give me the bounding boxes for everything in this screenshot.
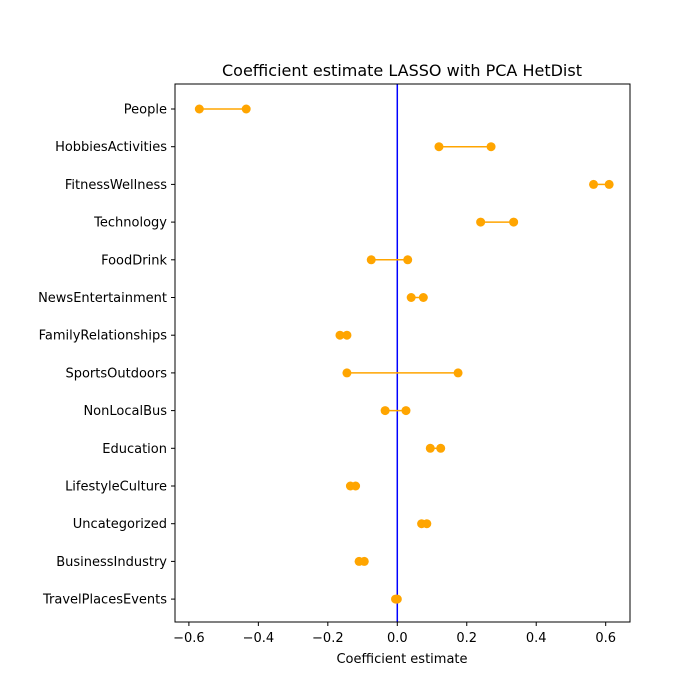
y-tick-label: FoodDrink <box>101 253 167 268</box>
y-tick-label: Technology <box>93 216 167 231</box>
interval-low-point <box>476 217 486 227</box>
interval-low-point <box>589 179 599 189</box>
interval-high-point <box>509 217 519 227</box>
interval-high-point <box>486 142 496 152</box>
interval-high-point <box>436 443 446 453</box>
plot-frame <box>174 83 631 623</box>
y-tick-label: HobbiesActivities <box>55 140 167 155</box>
interval-high-point <box>418 293 428 302</box>
interval-high-point <box>401 406 411 416</box>
y-tick-label: FitnessWellness <box>65 178 167 193</box>
x-axis-ticks: −0.6 −0.4 −0.2 0.0 0.2 0.4 0.6 <box>173 622 616 646</box>
y-tick-label: FamilyRelationships <box>39 329 168 344</box>
interval-low-point <box>434 142 444 152</box>
interval-high-point <box>453 368 463 378</box>
x-tick-label: 0.4 <box>526 631 547 646</box>
plot-area <box>194 84 614 622</box>
interval-high-point <box>359 556 369 566</box>
interval-low-point <box>425 443 435 453</box>
interval-high-point <box>422 519 432 529</box>
x-tick-label: 0.6 <box>595 631 616 646</box>
interval-low-point <box>366 255 376 265</box>
interval-low-point <box>406 293 416 302</box>
x-tick-label: 0.2 <box>456 631 477 646</box>
interval-low-point <box>335 330 345 340</box>
y-axis-ticks: People HobbiesActivities FitnessWellness Te… <box>38 103 175 608</box>
x-tick-label: 0.0 <box>387 631 408 646</box>
interval-high-point <box>351 481 361 491</box>
x-tick-label: −0.4 <box>243 631 275 646</box>
y-tick-label: SportsOutdoors <box>65 366 167 381</box>
chart-title: Coefficient estimate LASSO with PCA HetD… <box>222 61 582 80</box>
y-tick-label: Education <box>102 442 167 457</box>
interval-high-point <box>392 594 402 604</box>
y-tick-label: LifestyleCulture <box>65 480 167 495</box>
interval-low-point <box>380 406 390 416</box>
interval-high-point <box>342 330 352 340</box>
x-tick-label: −0.6 <box>173 631 205 646</box>
interval-high-point <box>604 179 614 189</box>
y-tick-label: Uncategorized <box>73 517 167 532</box>
y-tick-label: BusinessIndustry <box>56 555 167 570</box>
interval-low-point <box>342 368 352 378</box>
y-tick-label: TravelPlacesEvents <box>42 593 167 608</box>
x-tick-label: −0.2 <box>312 631 344 646</box>
interval-high-point <box>403 255 413 265</box>
interval-high-point <box>241 104 251 114</box>
y-tick-label: People <box>124 103 167 118</box>
x-axis-label: Coefficient estimate <box>336 652 467 667</box>
y-tick-label: NewsEntertainment <box>38 291 167 306</box>
y-tick-label: NonLocalBus <box>83 404 167 419</box>
interval-low-point <box>194 104 204 114</box>
